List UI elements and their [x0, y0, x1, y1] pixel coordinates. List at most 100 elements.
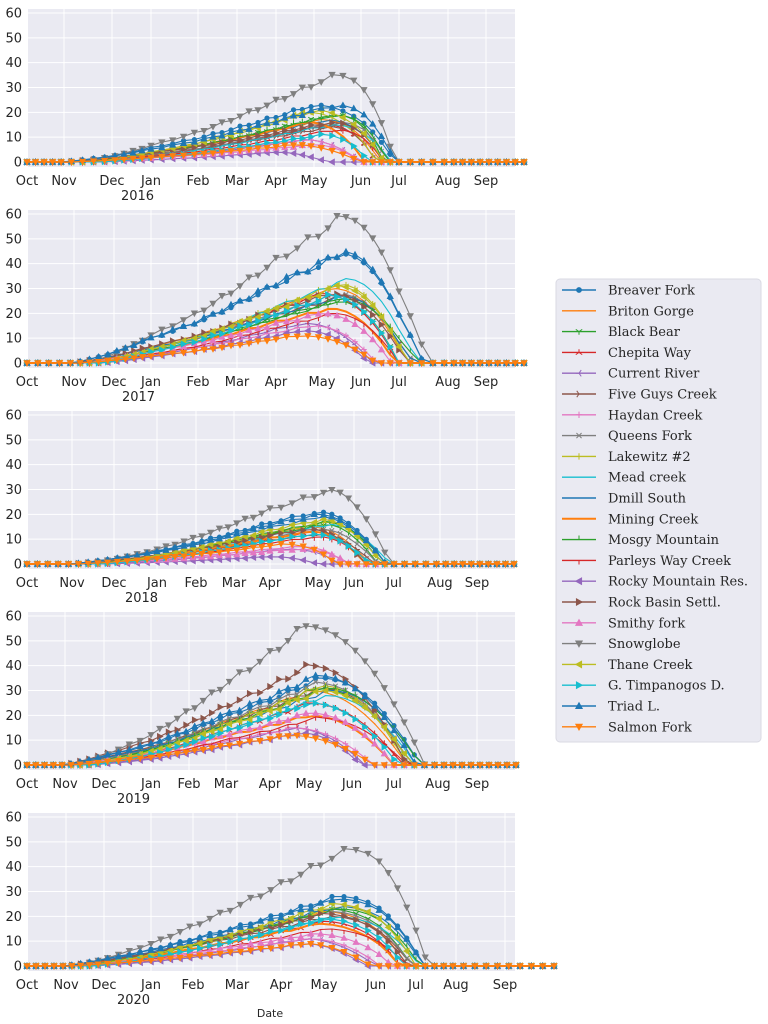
legend-entry: Lakewitz #2	[562, 450, 691, 465]
x-tick-label: May	[311, 978, 338, 993]
legend-entry: Thane Creek	[562, 658, 693, 673]
x-tick-label: Sep	[465, 777, 490, 792]
legend-label: Five Guys Creek	[608, 388, 717, 403]
legend-entry: Current River	[562, 367, 700, 382]
legend-label: Lakewitz #2	[608, 450, 691, 465]
y-tick-label: 60	[5, 7, 22, 22]
legend-entry: Black Bear	[562, 325, 681, 340]
y-tick-label: 60	[5, 610, 22, 625]
legend-entry: Mining Creek	[562, 512, 698, 527]
panel-2018: 0 10 20 30 40 50 60 Oct Nov Dec Jan Feb Mar Apr May Jun…	[5, 409, 518, 606]
x-tick-label: Nov	[53, 978, 79, 993]
y-tick-label: 0	[14, 759, 22, 774]
x-tick-label: Oct	[16, 174, 38, 189]
x-tick-label: Feb	[177, 777, 200, 792]
y-tick-label: 40	[5, 56, 22, 71]
x-tick-label: May	[305, 576, 332, 591]
legend-entry: Parleys Way Creek	[562, 554, 731, 569]
x-tick-label: Feb	[184, 576, 207, 591]
legend-entry: Queens Fork	[562, 429, 692, 444]
x-tick-label: Feb	[186, 375, 209, 390]
legend-entry: Breaver Fork	[562, 284, 695, 299]
x-tick-label: Mar	[214, 777, 239, 792]
x-tick-label: Mar	[222, 576, 247, 591]
y-tick-label: 0	[14, 960, 22, 975]
y-tick-label: 50	[5, 31, 22, 46]
x-tick-label: Sep	[493, 978, 518, 993]
y-tick-label: 10	[5, 131, 22, 146]
x-tick-label: Dec	[101, 576, 126, 591]
legend-entry: G. Timpanogos D.	[562, 679, 725, 694]
legend-label: Parleys Way Creek	[608, 554, 731, 569]
legend-label: Briton Gorge	[608, 304, 694, 319]
y-tick-label: 50	[5, 634, 22, 649]
legend-label: Snowglobe	[608, 637, 681, 652]
x-tick-label: Feb	[186, 174, 209, 189]
x-tick-label: Dec	[91, 978, 116, 993]
x-tick-label: Aug	[425, 777, 450, 792]
legend-label: Queens Fork	[608, 429, 692, 444]
legend-label: Mosgy Mountain	[608, 533, 720, 548]
legend-label: G. Timpanogos D.	[608, 679, 725, 694]
legend-label: Thane Creek	[608, 658, 693, 673]
legend-entry: Rocky Mountain Res.	[562, 575, 748, 590]
x-tick-label: May	[309, 375, 336, 390]
legend-entry: Mosgy Mountain	[562, 533, 720, 548]
y-tick-label: 60	[5, 811, 22, 826]
x-tick-label: Oct	[16, 576, 38, 591]
legend-label: Salmon Fork	[608, 720, 692, 735]
year-label: 2018	[125, 591, 158, 606]
x-tick-label: Apr	[259, 777, 282, 792]
series-salmon-fork	[23, 142, 528, 166]
x-tick-label: Nov	[52, 777, 78, 792]
y-tick-label: 30	[5, 282, 22, 297]
y-tick-label: 40	[5, 659, 22, 674]
x-tick-label: Jun	[365, 978, 386, 993]
x-tick-label: Oct	[16, 978, 38, 993]
x-tick-label: May	[301, 174, 328, 189]
panels-layer: 0 10 20 30 40 50 60 Oct Nov Dec Jan Feb Mar Apr May Jun…	[5, 7, 558, 1008]
x-tick-label: Jul	[390, 174, 407, 189]
panel-2017: 0 10 20 30 40 50 60 Oct Nov Dec Jan Feb Mar Apr May Jun…	[5, 208, 528, 405]
y-tick-label: 50	[5, 433, 22, 448]
legend-entry: Snowglobe	[562, 637, 681, 652]
x-tick-label: Jun	[341, 777, 362, 792]
legend-entry: Mead creek	[562, 471, 686, 486]
y-tick-label: 40	[5, 458, 22, 473]
x-tick-label: Nov	[51, 174, 77, 189]
legend-label: Chepita Way	[608, 346, 692, 361]
legend-label: Mining Creek	[608, 512, 698, 527]
y-tick-label: 30	[5, 684, 22, 699]
panel-2020: 0 10 20 30 40 50 60 Oct Nov Dec Jan Feb Mar Apr May Jun…	[5, 811, 558, 1008]
y-tick-label: 20	[5, 910, 22, 925]
series-salmon-fork	[23, 732, 520, 769]
y-tick-label: 10	[5, 935, 22, 950]
legend-label: Smithy fork	[608, 616, 685, 631]
legend-entry: Five Guys Creek	[562, 388, 717, 403]
legend-entry: Chepita Way	[562, 346, 692, 361]
legend-label: Triad L.	[608, 700, 660, 715]
x-tick-label: May	[296, 777, 323, 792]
y-tick-label: 0	[14, 558, 22, 573]
legend-label: Haydan Creek	[608, 408, 703, 423]
x-tick-label: Jul	[385, 576, 402, 591]
series-salmon-fork	[23, 333, 528, 367]
y-tick-label: 60	[5, 409, 22, 424]
x-tick-label: Aug	[435, 174, 460, 189]
legend-label: Rock Basin Settl.	[608, 596, 721, 611]
x-tick-label: Apr	[265, 375, 288, 390]
x-tick-label: Jun	[343, 576, 364, 591]
legend-label: Rocky Mountain Res.	[608, 575, 748, 590]
x-tick-label: Jul	[390, 375, 407, 390]
x-tick-label: Aug	[443, 978, 468, 993]
legend-entry: Triad L.	[562, 700, 660, 715]
x-tick-label: Apr	[259, 576, 282, 591]
legend: Breaver Fork Briton Gorge Black Bear Chepit…	[555, 278, 762, 743]
y-tick-label: 60	[5, 208, 22, 223]
x-tick-label: Aug	[435, 375, 460, 390]
year-label: 2016	[121, 189, 154, 204]
x-tick-label: Dec	[99, 174, 124, 189]
x-tick-label: Nov	[61, 375, 87, 390]
y-tick-label: 10	[5, 533, 22, 548]
